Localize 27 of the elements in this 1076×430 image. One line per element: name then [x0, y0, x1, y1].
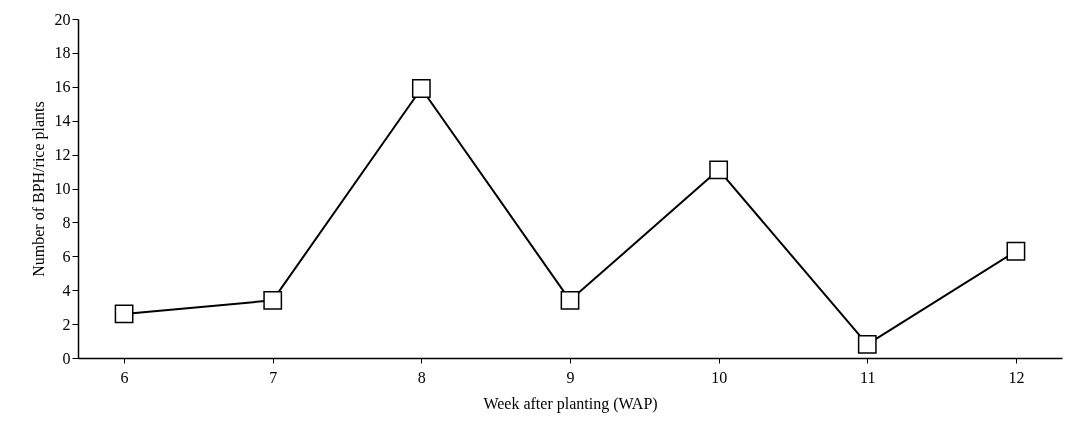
x-axis-title: Week after planting (WAP): [483, 394, 658, 413]
x-tick-label: 6: [120, 368, 129, 386]
x-tick-label: 11: [860, 368, 876, 386]
y-tick-label: 2: [62, 315, 71, 333]
y-tick-label: 10: [54, 180, 71, 197]
x-tick-label: 8: [417, 368, 426, 386]
y-axis-title: Number of BPH/rice plants: [29, 101, 48, 277]
point: [709, 160, 729, 180]
y-tick-label: 14: [54, 112, 71, 130]
point: [263, 290, 283, 310]
y-tick-label: 6: [62, 247, 71, 265]
point: [114, 304, 134, 324]
x-tick-label: 12: [1008, 368, 1025, 386]
point: [560, 290, 580, 310]
y-tick-label: 8: [62, 213, 71, 231]
x-tick-label: 10: [711, 368, 728, 386]
y-tick-label: 0: [62, 349, 71, 367]
y-tick-label: 4: [62, 281, 71, 299]
point: [1006, 241, 1026, 261]
point: [857, 335, 877, 354]
x-tick-label: 7: [269, 368, 278, 386]
y-tick-label: 12: [54, 146, 71, 164]
x-tick-label: 9: [566, 368, 575, 386]
y-tick-label: 18: [54, 44, 71, 62]
point: [411, 79, 431, 98]
y-tick-label: 16: [54, 78, 71, 96]
y-tick-label: 20: [54, 10, 71, 28]
